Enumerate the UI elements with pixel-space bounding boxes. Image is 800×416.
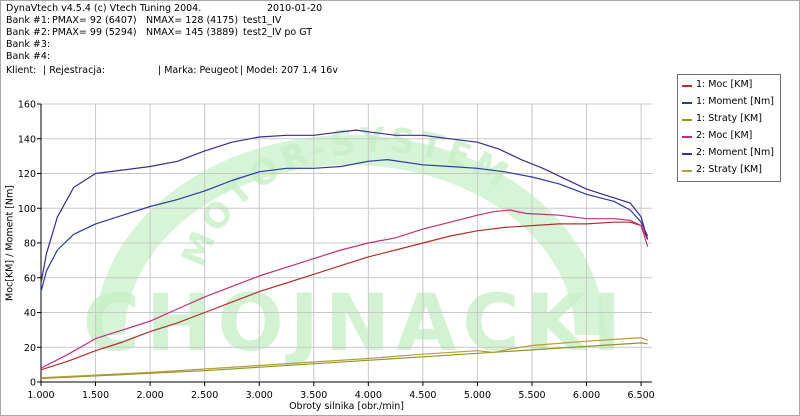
legend-label: 1: Straty [KM] xyxy=(696,113,762,124)
bank4-label: Bank #4: xyxy=(6,51,51,62)
brand-label: | Marka: Peugeot xyxy=(158,65,239,76)
bank1-name: test1_IV xyxy=(243,15,282,26)
bank2-label: Bank #2: xyxy=(6,27,51,38)
legend-item: 2: Moment [Nm] xyxy=(680,145,778,161)
client-label: Klient: xyxy=(6,65,37,76)
legend-swatch xyxy=(682,85,692,87)
series-line-3 xyxy=(40,342,648,380)
x-tick-label: 5.500 xyxy=(518,390,545,401)
y-tick-label: 40 xyxy=(24,308,36,319)
bank2-pmax: PMAX= 99 (5294) xyxy=(52,27,137,38)
legend-swatch xyxy=(682,136,692,138)
legend-label: 2: Moment [Nm] xyxy=(696,147,774,158)
y-axis-label: Moc[KM] / Moment [Nm] xyxy=(5,185,16,301)
series-line-2 xyxy=(40,159,649,292)
legend-swatch xyxy=(682,119,692,121)
series-line-6 xyxy=(40,337,648,379)
legend-item: 1: Straty [KM] xyxy=(680,111,778,127)
legend-swatch xyxy=(682,102,692,104)
y-tick-label: 60 xyxy=(24,273,36,284)
legend-item: 1: Moment [Nm] xyxy=(680,94,778,110)
legend-label: 2: Moc [KM] xyxy=(696,130,753,141)
x-tick-label: 4.000 xyxy=(355,390,382,401)
x-tick-label: 6.500 xyxy=(627,390,654,401)
y-tick-label: 140 xyxy=(18,134,36,145)
bank2-nmax: NMAX= 145 (3889) xyxy=(146,27,239,38)
series-line-1 xyxy=(40,221,649,371)
watermark-text: CHOJNACKI xyxy=(83,279,627,369)
bank1-label: Bank #1: xyxy=(6,15,51,26)
y-tick-label: 80 xyxy=(24,239,36,250)
y-tick-label: 100 xyxy=(18,204,36,215)
x-tick-label: 6.000 xyxy=(573,390,600,401)
legend-item: 2: Moc [KM] xyxy=(680,128,778,144)
bank1-pmax: PMAX= 92 (6407) xyxy=(52,15,137,26)
x-tick-label: 1.000 xyxy=(27,390,54,401)
registration-label: | Rejestracja: xyxy=(43,65,106,76)
legend-label: 2: Straty [KM] xyxy=(696,164,762,175)
legend-label: 1: Moment [Nm] xyxy=(696,96,774,107)
chart-series xyxy=(40,129,649,380)
bank1-nmax: NMAX= 128 (4175) xyxy=(146,15,239,26)
x-tick-label: 2.000 xyxy=(137,390,164,401)
y-tick-label: 20 xyxy=(24,343,36,354)
bank3-label: Bank #3: xyxy=(6,39,51,50)
y-tick-label: 120 xyxy=(18,169,36,180)
report-date: 2010-01-20 xyxy=(267,3,323,14)
legend-swatch xyxy=(682,153,692,155)
model-label: | Model: 207 1.4 16v xyxy=(240,65,338,76)
legend-item: 1: Moc [KM] xyxy=(680,77,778,93)
x-tick-label: 5.000 xyxy=(464,390,491,401)
watermark-arc-text: MOTOR-SYSTEM xyxy=(174,120,518,272)
x-tick-label: 4.500 xyxy=(409,390,436,401)
y-tick-label: 160 xyxy=(18,100,36,111)
x-tick-label: 3.500 xyxy=(300,390,327,401)
legend-swatch xyxy=(682,170,692,172)
series-line-5 xyxy=(40,129,649,284)
y-tick-label: 0 xyxy=(30,378,36,389)
chart-axes: 0 20 40 60 80 100 120 140 160 1.000 1.500 2.000 2.50… xyxy=(18,100,655,402)
chart-legend: 1: Moc [KM] 1: Moment [Nm] 1: Straty [KM] 2… xyxy=(677,74,781,182)
legend-item: 2: Straty [KM] xyxy=(680,162,778,178)
series-line-4 xyxy=(40,209,649,369)
x-tick-label: 1.500 xyxy=(82,390,109,401)
x-tick-label: 2.500 xyxy=(191,390,218,401)
bank2-name: test2_IV po GT xyxy=(243,27,313,38)
x-tick-label: 3.000 xyxy=(246,390,273,401)
app-title: DynaVtech v4.5.4 (c) Vtech Tuning 2004. xyxy=(6,3,202,14)
x-axis-label: Obroty silnika [obr./min] xyxy=(289,401,404,412)
legend-label: 1: Moc [KM] xyxy=(696,79,753,90)
